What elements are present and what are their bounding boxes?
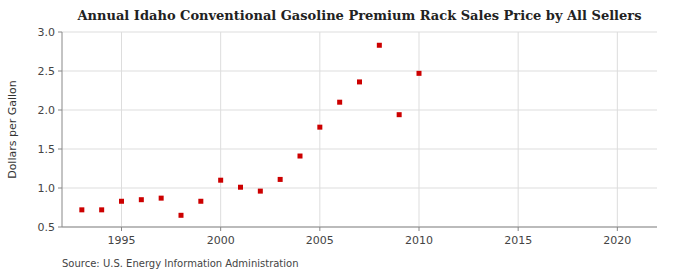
y-grid-line: [62, 71, 657, 72]
grid: [62, 32, 657, 227]
point: [357, 79, 362, 84]
x-tick-label: 2015: [504, 234, 532, 247]
point: [278, 177, 283, 182]
point: [317, 125, 322, 130]
x-tick: [419, 227, 420, 231]
point: [218, 178, 223, 183]
y-grid-line: [62, 149, 657, 150]
y-grid-line: [62, 110, 657, 111]
y-grid-line: [62, 188, 657, 189]
x-tick-label: 1995: [108, 234, 136, 247]
point: [298, 154, 303, 159]
y-tick-label: 1.5: [38, 143, 56, 156]
x-grid-line: [617, 32, 618, 227]
point: [179, 213, 184, 218]
x-tick: [617, 227, 618, 231]
x-tick-label: 2010: [405, 234, 433, 247]
y-tick: [58, 188, 62, 189]
x-axis-line: [62, 227, 657, 228]
x-tick: [220, 227, 221, 231]
y-grid-line: [62, 227, 657, 228]
y-tick: [58, 71, 62, 72]
points: [79, 43, 421, 218]
point: [337, 100, 342, 105]
x-tick: [518, 227, 519, 231]
y-tick-label: 3.0: [38, 26, 56, 39]
y-tick: [58, 32, 62, 33]
source-note: Source: U.S. Energy Information Administ…: [62, 258, 299, 269]
y-tick-label: 2.0: [38, 104, 56, 117]
y-axis-line: [62, 32, 63, 227]
point: [258, 189, 263, 194]
x-grid-line: [121, 32, 122, 227]
axes: 0.5 1.0 1.5 2.0 2.5 3.0 1995 2000 2005 2010 2015 20…: [38, 26, 658, 247]
x-tick-label: 2005: [306, 234, 334, 247]
y-tick: [58, 110, 62, 111]
x-grid-line: [220, 32, 221, 227]
y-tick: [58, 149, 62, 150]
point: [119, 199, 124, 204]
title: Annual Idaho Conventional Gasoline Premi…: [77, 8, 642, 23]
x-tick: [319, 227, 320, 231]
y-tick-label: 0.5: [38, 221, 56, 234]
point: [79, 207, 84, 212]
x-grid-line: [518, 32, 519, 227]
point: [99, 207, 104, 212]
point: [139, 197, 144, 202]
point: [417, 71, 422, 76]
point: [159, 196, 164, 201]
point: [238, 185, 243, 190]
point: [377, 43, 382, 48]
y-axis-label: Dollars per Gallon: [6, 80, 19, 179]
x-tick-label: 2020: [603, 234, 631, 247]
point: [198, 199, 203, 204]
y-tick-label: 1.0: [38, 182, 56, 195]
y-tick-label: 2.5: [38, 65, 56, 78]
y-tick: [58, 227, 62, 228]
x-tick: [121, 227, 122, 231]
chart: Annual Idaho Conventional Gasoline Premi…: [0, 0, 675, 275]
y-grid-line: [62, 32, 657, 33]
x-tick-label: 2000: [207, 234, 235, 247]
point: [397, 112, 402, 117]
x-grid-line: [419, 32, 420, 227]
